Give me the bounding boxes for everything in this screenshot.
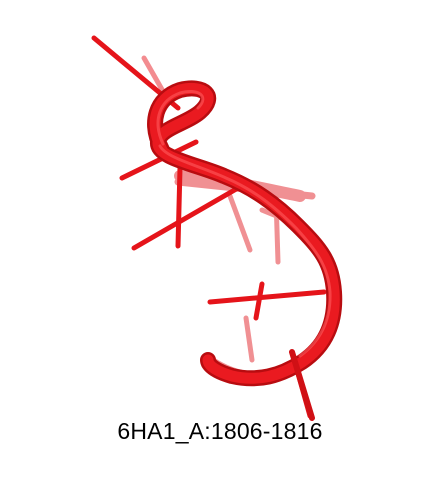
base-stick xyxy=(289,349,315,421)
base-stick xyxy=(119,139,199,181)
backbone xyxy=(149,83,340,384)
backbone-tube xyxy=(147,80,343,387)
base-stick xyxy=(227,193,253,253)
base-stick xyxy=(207,289,327,305)
base-stick xyxy=(243,315,255,363)
base-stick xyxy=(253,281,265,321)
base-stick xyxy=(175,165,183,249)
base-stick xyxy=(131,185,241,251)
structure-caption: 6HA1_A:1806-1816 xyxy=(117,418,323,444)
backbone-highlight xyxy=(156,90,332,358)
